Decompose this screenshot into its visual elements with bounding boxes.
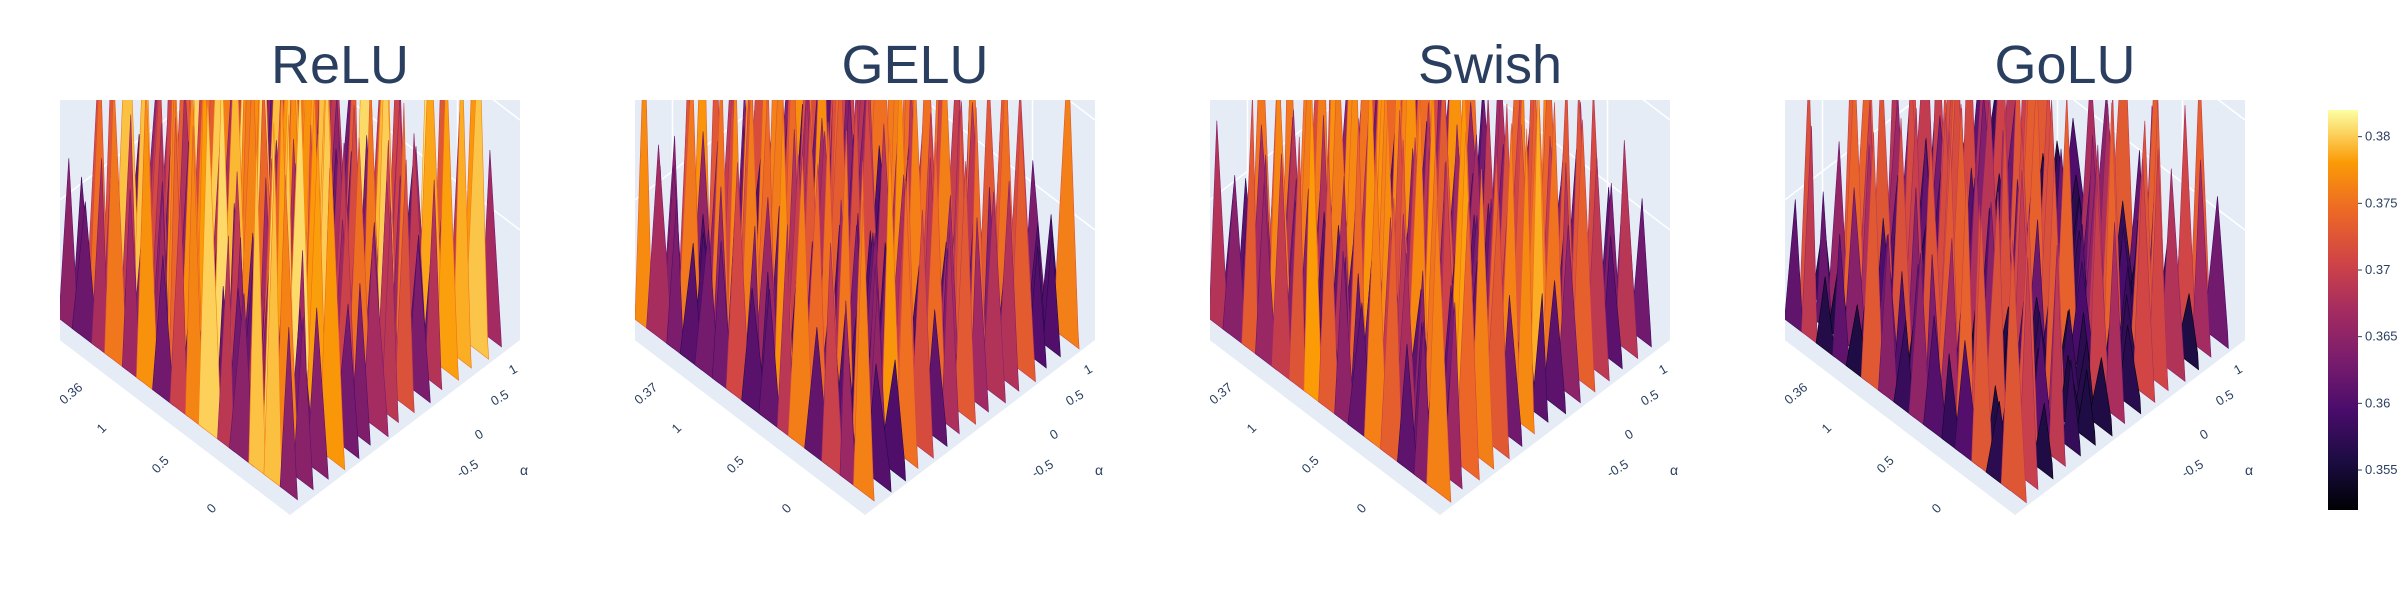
surface-spike xyxy=(362,236,389,438)
surface-scene[interactable]: 0.36 1 0.5 0 1 0.5 0 -0.5 α xyxy=(60,100,620,520)
surface-spike xyxy=(2192,159,2212,358)
panel-golu: GoLU 0.36 1 0.5 0 1 0.5 0 -0.5 α xyxy=(1785,0,2345,600)
surface-spike xyxy=(319,148,346,471)
surface-mesh[interactable] xyxy=(60,100,502,501)
surface-spike xyxy=(981,191,1006,404)
panel-swish: Swish 0.37 1 0.5 0 1 0.5 0 -0.5 α xyxy=(1210,0,1770,600)
surface-spike xyxy=(853,200,875,502)
surface-spike xyxy=(2148,148,2169,392)
surface-spike xyxy=(292,317,314,491)
surface-spike xyxy=(436,100,459,381)
surface-spike xyxy=(452,100,472,369)
y-axis-title: α xyxy=(1095,462,1103,478)
surface-spike xyxy=(464,100,490,360)
panel-title: GoLU xyxy=(1994,35,2136,95)
surface-spike xyxy=(279,327,298,501)
surface-spike xyxy=(1557,225,1581,404)
surface-spike xyxy=(2088,357,2113,437)
surface-spike xyxy=(1601,235,1623,370)
y-axis-title: α xyxy=(2245,462,2253,478)
panel-gelu: GELU 0.37 1 0.5 0 1 0.5 0 -0.5 α xyxy=(635,0,1195,600)
surface-spike xyxy=(407,240,431,404)
colorbar-tick-label: 0.365 xyxy=(2365,329,2398,344)
surface-spike xyxy=(941,228,960,435)
surface-scene[interactable]: 0.37 1 0.5 0 1 0.5 0 -0.5 α xyxy=(635,100,1195,520)
surface-spike xyxy=(2132,159,2156,404)
colorbar: 0.355 0.36 0.365 0.37 0.375 0.38 xyxy=(2318,110,2400,520)
surface-spike xyxy=(351,283,371,446)
surface-spike xyxy=(2018,257,2039,491)
panel-title: Swish xyxy=(1417,35,1563,95)
surface-spike xyxy=(909,209,934,459)
surface-spike xyxy=(306,307,329,480)
surface-spike xyxy=(2117,325,2142,415)
surface-spike xyxy=(2000,240,2027,504)
surface-spike xyxy=(1516,128,1535,435)
surface-spike xyxy=(394,159,415,414)
y-axis-title: α xyxy=(1670,462,1678,478)
colorbar-tick-label: 0.36 xyxy=(2365,395,2390,410)
surface-spike xyxy=(997,180,1020,392)
colorbar-tick-label: 0.37 xyxy=(2365,262,2390,277)
surface-spike xyxy=(2062,359,2081,457)
surface-spike xyxy=(2076,369,2096,446)
panel-relu: ReLU 0.36 1 0.5 0 1 0.5 0 -0.5 α xyxy=(60,0,620,600)
surface-spike xyxy=(1801,125,1819,345)
surface-spike xyxy=(953,161,977,425)
surface-spike xyxy=(895,180,919,470)
colorbar-tick-label: 0.375 xyxy=(2365,195,2398,210)
panel-title: GELU xyxy=(841,35,989,95)
surface-spike xyxy=(1470,168,1495,470)
surface-spike xyxy=(1455,201,1480,481)
surface-mesh[interactable] xyxy=(1210,100,1652,503)
surface-spike xyxy=(1443,302,1463,490)
surface-scene[interactable]: 0.37 1 0.5 0 1 0.5 0 -0.5 α xyxy=(1210,100,1770,520)
surface-spike xyxy=(2160,168,2186,383)
surface-spike xyxy=(970,217,989,413)
surface-spike xyxy=(1630,198,1652,348)
surface-spike xyxy=(1009,112,1036,383)
panel-title: ReLU xyxy=(270,35,410,95)
colorbar-gradient xyxy=(2328,110,2358,510)
surface-spike xyxy=(2203,196,2229,350)
surface-spike xyxy=(424,179,443,391)
surface-scene[interactable]: 0.36 1 0.5 0 1 0.5 0 -0.5 α xyxy=(1785,100,2345,520)
colorbar-tick-label: 0.355 xyxy=(2365,462,2398,477)
surface-spike xyxy=(1052,100,1080,350)
surface-spike xyxy=(2048,245,2066,468)
surface-spike xyxy=(381,206,399,424)
surface-spike xyxy=(2104,222,2126,425)
colorbar-svg: 0.355 0.36 0.365 0.37 0.375 0.38 xyxy=(2328,110,2398,510)
surface-spike xyxy=(1542,280,1567,415)
surface-spike xyxy=(1426,199,1452,503)
gridline xyxy=(1785,100,2246,231)
surface-mesh[interactable] xyxy=(1785,100,2229,504)
colorbar-tick-label: 0.38 xyxy=(2365,129,2390,144)
surface-spike xyxy=(1615,140,1639,360)
surface-spike xyxy=(1571,119,1596,393)
y-axis-title: α xyxy=(520,462,528,478)
surface-spike xyxy=(1531,293,1549,423)
surface-spike xyxy=(2032,402,2054,480)
surface-spike xyxy=(1042,236,1061,358)
surface-mesh[interactable] xyxy=(635,100,1080,502)
